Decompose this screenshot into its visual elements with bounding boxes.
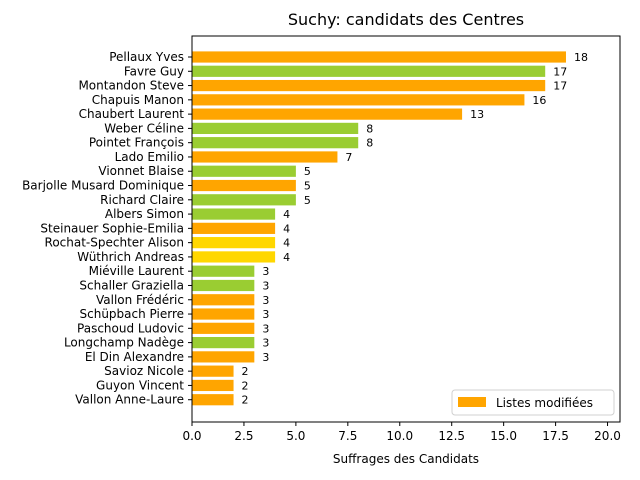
x-tick-label: 17.5 [542,429,569,443]
x-axis-ticks: 0.0 2.5 5.0 7.5 10.0 12.5 15.0 17.5 20.0 [182,422,621,443]
x-tick-label: 5.0 [286,429,305,443]
value-label: 8 [366,137,373,150]
category-label: El Din Alexandre [85,350,184,364]
value-label: 7 [345,151,352,164]
value-label: 17 [553,80,567,93]
legend: Listes modifiées [451,389,615,416]
category-label: Chapuis Manon [92,93,184,107]
bar [192,394,234,406]
category-label: Weber Céline [104,121,184,135]
value-label: 3 [262,337,269,350]
value-label: 3 [262,279,269,292]
category-label: Vallon Frédéric [96,293,184,307]
value-label: 17 [553,65,567,78]
category-label: Pointet François [89,136,184,150]
category-label: Schaller Graziella [79,278,184,292]
bars-group [192,51,566,406]
category-label: Albers Simon [105,207,184,221]
value-label: 3 [262,351,269,364]
category-label: Richard Claire [100,193,184,207]
category-label: Barjolle Musard Dominique [22,179,184,193]
bar [192,365,234,377]
bar [192,322,255,334]
value-label: 3 [262,294,269,307]
value-label: 16 [532,94,546,107]
legend-swatch [458,397,486,407]
value-label: 2 [242,379,249,392]
category-label: Longchamp Nadège [64,336,184,350]
category-label: Vallon Anne-Laure [75,393,184,407]
value-label: 4 [283,251,290,264]
legend-label: Listes modifiées [496,396,593,410]
bar [192,165,296,177]
plot-frame [191,35,621,423]
category-label: Steinauer Sophie-Emilia [40,221,184,235]
category-label: Montandon Steve [78,79,184,93]
category-label: Chaubert Laurent [79,107,185,121]
bar [192,294,255,306]
value-label: 3 [262,265,269,278]
value-label: 2 [242,365,249,378]
value-label: 3 [262,308,269,321]
category-label: Pellaux Yves [109,50,184,64]
x-tick-label: 15.0 [490,429,517,443]
category-label: Rochat-Spechter Alison [45,236,184,250]
bar [192,308,255,320]
bar [192,179,296,192]
category-label: Miéville Laurent [89,264,185,278]
value-label: 5 [304,165,311,178]
bar [192,208,276,220]
bar [192,65,546,77]
value-label: 18 [574,51,588,64]
value-label: 2 [242,394,249,407]
bar [192,79,546,92]
bar [192,251,276,263]
x-tick-label: 7.5 [338,429,357,443]
chart-title: Suchy: candidats des Centres [288,10,524,29]
value-label: 4 [283,222,290,235]
bar [192,279,255,292]
bar [192,237,276,249]
bar [192,122,359,134]
value-label: 5 [304,180,311,193]
x-tick-label: 10.0 [386,429,413,443]
bar [192,94,525,106]
category-label: Lado Emilio [115,150,184,164]
value-label: 8 [366,122,373,135]
bar [192,379,234,392]
category-label: Savioz Nicole [104,364,184,378]
value-label: 13 [470,108,484,121]
category-label: Vionnet Blaise [98,164,184,178]
bar [192,194,296,206]
bar [192,137,359,149]
value-label: 4 [283,237,290,250]
category-label: Wüthrich Andreas [77,250,184,264]
category-label: Paschoud Ludovic [77,321,184,335]
category-label: Guyon Vincent [96,378,184,392]
category-label: Schüpbach Pierre [80,307,185,321]
bar [192,265,255,277]
category-label: Favre Guy [124,64,184,78]
bar [192,51,566,63]
bar [192,108,463,120]
bar [192,337,255,349]
bar [192,151,338,163]
bar [192,351,255,363]
value-label: 3 [262,322,269,335]
value-label: 4 [283,208,290,221]
x-tick-label: 20.0 [594,429,621,443]
x-tick-label: 12.5 [438,429,465,443]
x-axis-label: Suffrages des Candidats [333,452,479,466]
x-tick-label: 2.5 [234,429,253,443]
x-tick-label: 0.0 [182,429,201,443]
bar [192,222,276,234]
value-label: 5 [304,194,311,207]
legend-box [451,389,615,416]
